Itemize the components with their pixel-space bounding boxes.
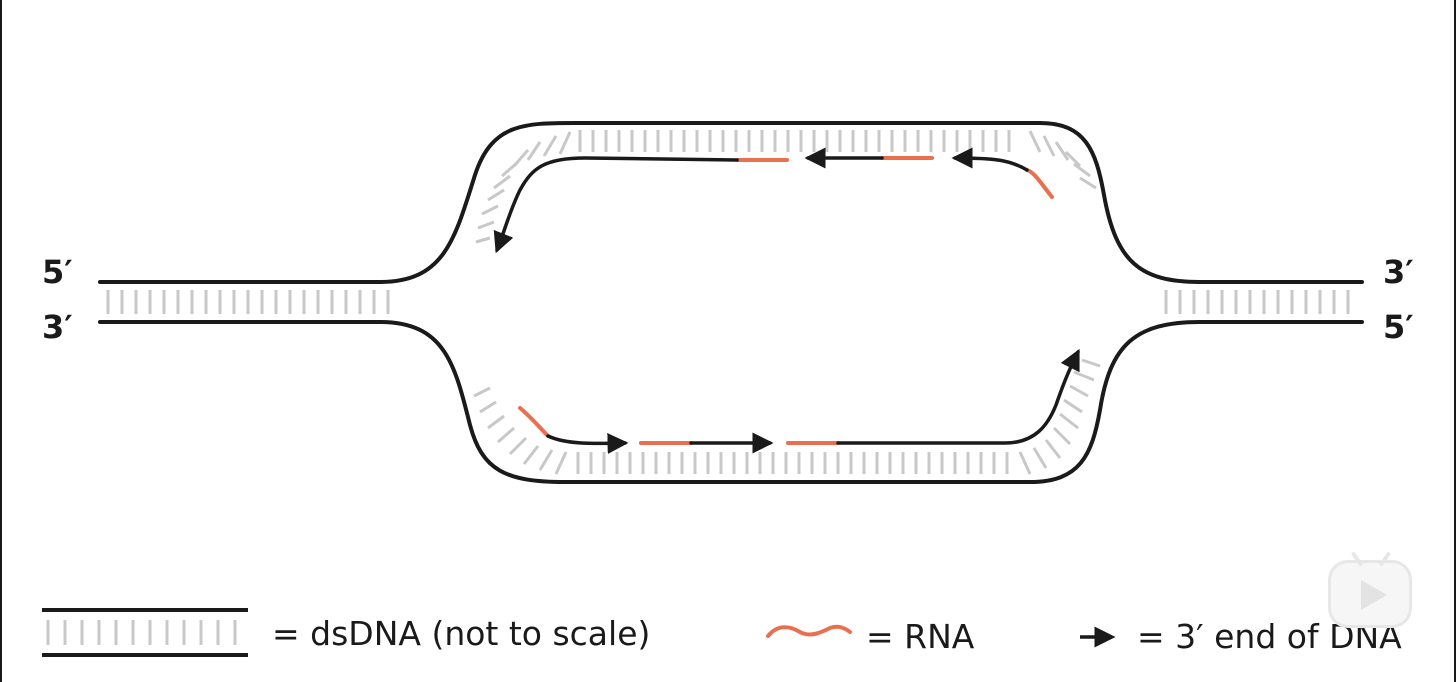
top-strand-rna-primer-1 xyxy=(1025,168,1054,199)
label-right-bottom: 5′ xyxy=(1383,308,1414,346)
label-right-top: 3′ xyxy=(1383,253,1414,291)
base-pair-rung xyxy=(1018,451,1032,475)
base-pair-rung xyxy=(508,436,528,456)
base-pair-rung xyxy=(1064,150,1082,168)
base-pair-rung xyxy=(558,131,572,155)
base-pair-rung xyxy=(479,400,497,414)
base-pair-rung xyxy=(475,236,491,244)
bottom-strand-okazaki-fragment-3 xyxy=(836,348,1080,445)
base-pair-rung xyxy=(522,445,540,465)
base-pair-rung xyxy=(1054,141,1070,161)
base-pair-rung xyxy=(1073,162,1091,178)
legend-rna: = RNA xyxy=(766,617,975,656)
video-play-watermark-icon xyxy=(1328,551,1412,628)
base-pair-rung xyxy=(1073,370,1095,382)
base-pair-rung xyxy=(526,141,542,161)
base-pair-rung xyxy=(487,414,505,430)
base-pair-rung xyxy=(1044,439,1062,459)
top-strand-okazaki-fragment-1 xyxy=(951,147,1029,172)
legend-dsdna-text: = dsDNA (not to scale) xyxy=(272,614,650,653)
top-strand-okazaki-fragment-3 xyxy=(493,156,739,254)
bottom-strand-okazaki-fragment-1 xyxy=(546,433,629,454)
base-pair-rung xyxy=(1063,398,1083,414)
base-pair-rung xyxy=(501,160,519,178)
base-pair-rung xyxy=(477,220,495,230)
base-pair-rung xyxy=(481,204,499,216)
parental-strand-top xyxy=(98,121,1364,284)
base-pair-rung xyxy=(542,135,558,157)
base-pair-rung xyxy=(1042,135,1056,157)
base-pair-rung xyxy=(493,174,511,190)
base-pair-rung xyxy=(554,451,568,475)
label-left-top: 5′ xyxy=(42,253,73,291)
base-pair-rung xyxy=(538,449,554,471)
legend-dsdna: = dsDNA (not to scale) xyxy=(42,608,650,657)
legend-dsdna-rungs xyxy=(46,620,237,645)
base-pair-rung xyxy=(1028,130,1042,153)
parental-strand-bottom xyxy=(98,320,1364,484)
base-pair-rungs xyxy=(106,130,1350,475)
legend-rna-squiggle xyxy=(766,624,852,638)
base-pair-rung xyxy=(1069,384,1089,398)
base-pair-rung xyxy=(1079,176,1097,190)
bottom-strand-rna-primer-1 xyxy=(518,406,550,438)
base-pair-rung xyxy=(1081,358,1101,368)
base-pair-rung xyxy=(1032,447,1048,469)
label-left-bottom: 3′ xyxy=(42,308,73,346)
base-pair-rung xyxy=(1052,426,1072,446)
legend-rna-text: = RNA xyxy=(866,617,975,656)
base-pair-rung xyxy=(1059,412,1079,430)
base-pair-rung xyxy=(473,386,491,398)
base-pair-rung xyxy=(487,188,505,202)
base-pair-rung xyxy=(497,426,515,444)
